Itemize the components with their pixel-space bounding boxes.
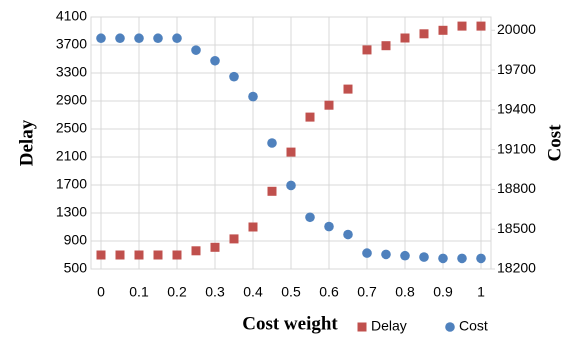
point (153, 250, 163, 260)
point (343, 84, 353, 94)
plot-frame (90, 16, 492, 270)
point (96, 250, 106, 260)
point (381, 41, 391, 51)
x-axis-title: Cost weight (242, 313, 338, 334)
point (400, 250, 410, 261)
y2-axis-title: Cost (544, 124, 565, 162)
legend-marker (445, 322, 455, 332)
point (457, 253, 467, 264)
x-tick-label: 1 (477, 284, 485, 300)
point (381, 249, 391, 260)
point (229, 71, 239, 82)
point (115, 250, 125, 260)
y-axis-title: Delay (16, 119, 37, 166)
point (324, 100, 334, 110)
x-tick-label: 0 (97, 284, 105, 300)
point (191, 45, 201, 55)
y-tick-label: 2900 (56, 92, 87, 108)
legend-marker (357, 322, 367, 332)
point (172, 250, 182, 260)
y-tick-label: 4100 (56, 8, 87, 24)
x-tick-label: 0.5 (281, 284, 301, 300)
legend-label: Delay (371, 318, 407, 334)
point (248, 222, 258, 232)
point (134, 250, 144, 260)
x-tick-label: 0.9 (433, 284, 453, 300)
point (438, 253, 448, 264)
y2-tick-label: 18800 (497, 180, 536, 196)
point (267, 138, 277, 148)
point (172, 33, 182, 44)
y-tick-label: 3300 (56, 64, 87, 80)
y2-tick-label: 18200 (497, 260, 536, 276)
y2-tick-label: 20000 (497, 21, 536, 37)
point (210, 55, 220, 66)
point (134, 33, 144, 44)
x-tick-label: 0.8 (395, 284, 415, 300)
y2-tick-label: 18500 (497, 220, 536, 236)
y-tick-label: 1300 (56, 204, 87, 220)
y2-tick-label: 19100 (497, 140, 536, 156)
x-tick-label: 0.2 (167, 284, 187, 300)
legend-label: Cost (459, 318, 488, 334)
x-tick-label: 0.6 (319, 284, 339, 300)
y-tick-label: 500 (64, 260, 88, 276)
y-tick-label: 2500 (56, 120, 87, 136)
point (229, 234, 239, 244)
y2-tick-label: 19400 (497, 101, 536, 117)
point (286, 147, 296, 157)
point (419, 29, 429, 39)
point (286, 180, 296, 191)
point (267, 186, 277, 196)
point (248, 91, 258, 102)
point (115, 33, 125, 44)
point (305, 112, 315, 122)
y-tick-label: 900 (64, 232, 88, 248)
point (362, 248, 372, 258)
point (438, 25, 448, 35)
y-tick-label: 2100 (56, 148, 87, 164)
x-tick-label: 0.3 (205, 284, 225, 300)
point (419, 252, 429, 262)
point (324, 221, 334, 232)
point (153, 33, 163, 44)
point (191, 246, 201, 256)
point (343, 229, 353, 240)
point (476, 253, 486, 264)
point (96, 33, 106, 44)
point (400, 33, 410, 43)
y-tick-label: 3700 (56, 36, 87, 52)
point (362, 45, 372, 55)
y2-tick-label: 19700 (497, 61, 536, 77)
x-tick-label: 0.1 (129, 284, 149, 300)
point (210, 242, 220, 252)
y-tick-label: 1700 (56, 176, 87, 192)
point (305, 212, 315, 223)
point (476, 21, 486, 31)
point (457, 21, 467, 31)
x-tick-label: 0.7 (357, 284, 377, 300)
x-tick-label: 0.4 (243, 284, 263, 300)
